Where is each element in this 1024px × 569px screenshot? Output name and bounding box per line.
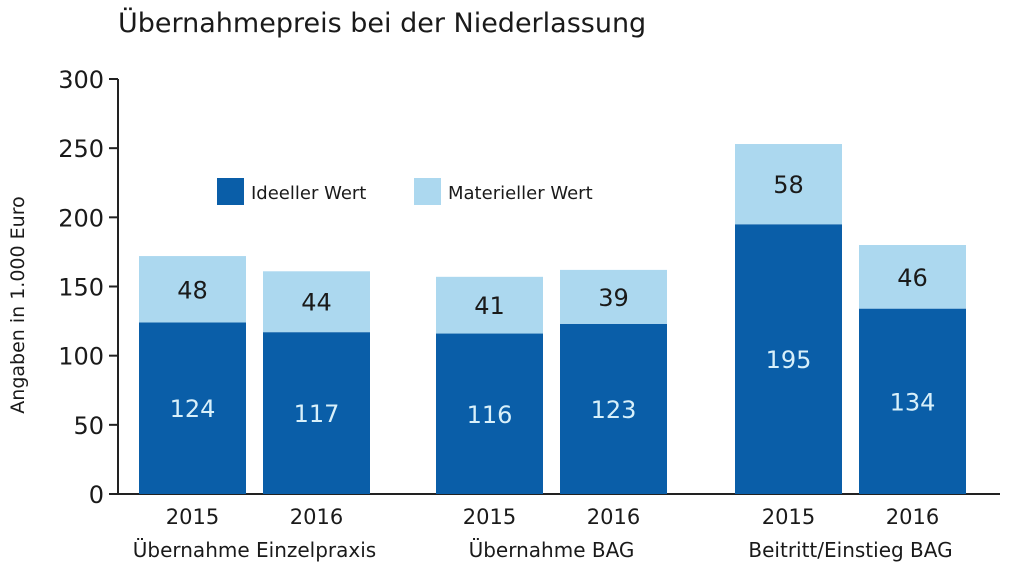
data-label-materieller-wert: 58 <box>773 171 804 199</box>
bar-materieller-wert <box>436 276 543 334</box>
x-tick-label-year: 2015 <box>762 505 815 529</box>
legend-swatch <box>217 178 244 205</box>
bar-materieller-wert <box>560 269 667 324</box>
bar-ideeller-wert <box>263 332 370 494</box>
bar-materieller-wert <box>859 245 966 309</box>
bar-ideeller-wert <box>859 308 966 494</box>
x-tick-label-year: 2015 <box>166 505 219 529</box>
data-label-ideeller-wert: 124 <box>170 395 216 423</box>
bars: 124 48 117 44 116 41 123 39 195 58 134 46 <box>139 144 966 494</box>
x-group-label: Beitritt/Einstieg BAG <box>748 538 952 562</box>
bar-ideeller-wert <box>436 333 543 494</box>
y-tick-label: 100 <box>58 343 104 371</box>
x-tick-label-year: 2016 <box>290 505 343 529</box>
y-tick-label: 250 <box>58 135 104 163</box>
y-tick-label: 50 <box>73 412 104 440</box>
data-label-materieller-wert: 46 <box>897 264 928 292</box>
data-label-materieller-wert: 44 <box>301 289 332 317</box>
legend-swatch <box>414 178 441 205</box>
bar-ideeller-wert <box>560 323 667 494</box>
y-axis-label: Angaben in 1.000 Euro <box>7 196 29 413</box>
data-label-ideeller-wert: 117 <box>294 400 340 428</box>
bar-ideeller-wert <box>735 224 842 494</box>
bar-materieller-wert <box>139 256 246 323</box>
x-group-label: Übernahme BAG <box>469 538 635 562</box>
y-tick-label: 200 <box>58 204 104 232</box>
x-group-label: Übernahme Einzelpraxis <box>133 538 376 562</box>
legend: Ideeller Wert Materieller Wert <box>217 178 593 205</box>
x-tick-label-year: 2015 <box>463 505 516 529</box>
data-label-materieller-wert: 39 <box>598 284 629 312</box>
x-axis-labels: 2015 2016 Übernahme Einzelpraxis 2015 2016 Üb… <box>133 505 953 562</box>
data-label-ideeller-wert: 134 <box>890 388 936 416</box>
legend-label: Materieller Wert <box>448 183 593 204</box>
x-tick-label-year: 2016 <box>886 505 939 529</box>
data-label-ideeller-wert: 195 <box>766 346 812 374</box>
bar-materieller-wert <box>735 144 842 225</box>
y-tick-label: 150 <box>58 274 104 302</box>
legend-label: Ideeller Wert <box>251 183 366 204</box>
bar-ideeller-wert <box>139 322 246 494</box>
data-label-materieller-wert: 41 <box>474 292 505 320</box>
y-tick-label: 300 <box>58 66 104 94</box>
x-tick-label-year: 2016 <box>587 505 640 529</box>
data-label-ideeller-wert: 123 <box>591 396 637 424</box>
data-label-materieller-wert: 48 <box>177 276 208 304</box>
y-tick-label: 0 <box>89 481 104 509</box>
bar-materieller-wert <box>263 271 370 333</box>
chart-title: Übernahmepreis bei der Niederlassung <box>118 7 646 39</box>
data-label-ideeller-wert: 116 <box>467 401 513 429</box>
